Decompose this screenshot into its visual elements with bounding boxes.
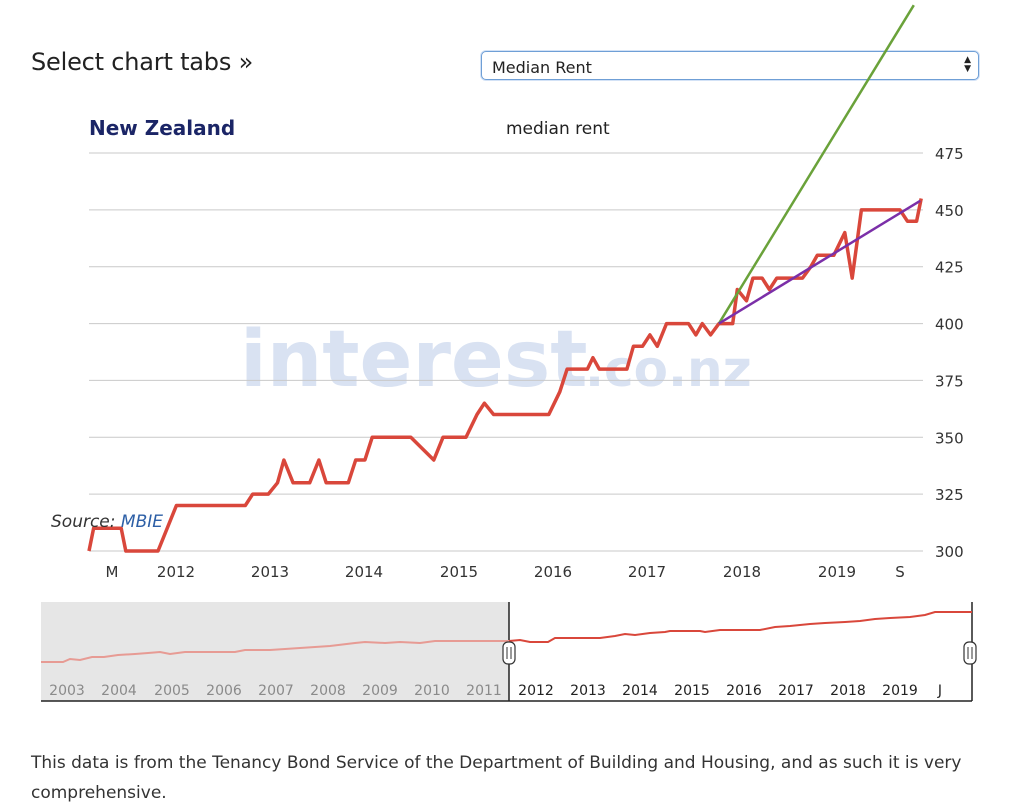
x-tick-label: 2013 [251,563,289,581]
y-tick-label: 350 [935,429,964,447]
navigator-tick-label-muted: 2005 [154,683,190,699]
x-axis: M 2012 2013 2014 2015 2016 2017 2018 2019 S [106,563,905,581]
navigator-series-selected [508,611,972,643]
chart-subtitle: median rent [506,119,610,139]
select-arrows-icon: ▲ ▼ [964,55,971,74]
chart-region-title: New Zealand [89,116,236,140]
navigator-tick-label: 2014 [622,683,658,699]
y-axis: 475 450 425 400 375 350 325 300 [935,145,964,561]
x-tick-label: 2014 [345,563,383,581]
y-tick-label: 325 [935,486,964,504]
y-tick-label: 300 [935,543,964,561]
trendline-group [717,4,921,325]
navigator-tick-label-muted: 2004 [101,683,137,699]
source-label: Source: [51,512,116,532]
x-tick-label: S [895,563,905,581]
navigator-tick-label-muted: 2008 [310,683,346,699]
navigator-tick-label-muted: 2009 [362,683,398,699]
navigator-left-handle[interactable] [502,641,516,665]
navigator-tick-label: 2018 [830,683,866,699]
source-link[interactable]: MBIE [120,512,163,532]
x-tick-label: 2012 [157,563,195,581]
chart-select-value: Median Rent [492,58,592,77]
watermark-main: interest [240,315,588,405]
chart-select-dropdown[interactable]: Median Rent ▲ ▼ [481,51,979,80]
navigator-tick-label-muted: 2007 [258,683,294,699]
footnote-text: This data is from the Tenancy Bond Servi… [31,753,962,803]
navigator-tick-label: 2017 [778,683,814,699]
x-tick-label: 2019 [818,563,856,581]
navigator-tick-label: 2019 [882,683,918,699]
navigator-tick-label: 2012 [518,683,554,699]
navigator-tick-label-muted: 2006 [206,683,242,699]
navigator-tick-label-muted: 2003 [49,683,85,699]
navigator-tick-label-muted: 2011 [466,683,502,699]
range-navigator[interactable]: 2003 2004 2005 2006 2007 2008 2009 2010 2011 2012… [41,602,977,702]
y-tick-label: 375 [935,372,964,390]
x-tick-label: 2018 [723,563,761,581]
navigator-series-shaded [41,640,509,663]
x-tick-label: M [106,563,119,581]
trendline-green [717,4,915,325]
x-tick-label: 2017 [628,563,666,581]
y-tick-label: 450 [935,202,964,220]
navigator-tick-label: 2016 [726,683,762,699]
x-tick-label: 2015 [440,563,478,581]
navigator-tick-label: 2015 [674,683,710,699]
source-note: Source: MBIE [51,512,163,532]
navigator-tick-label: J [937,683,942,699]
navigator-tick-label: 2013 [570,683,606,699]
x-tick-label: 2016 [534,563,572,581]
grid-lines [89,152,923,552]
navigator-tick-label-muted: 2010 [414,683,450,699]
watermark: interest .co.nz [240,315,752,405]
y-tick-label: 475 [935,145,964,163]
y-tick-label: 400 [935,316,964,334]
y-tick-label: 425 [935,259,964,277]
trendline-purple [718,199,921,325]
navigator-mask [41,602,509,701]
chart-tabs-heading: Select chart tabs » [31,48,254,76]
navigator-right-handle[interactable] [963,641,977,665]
